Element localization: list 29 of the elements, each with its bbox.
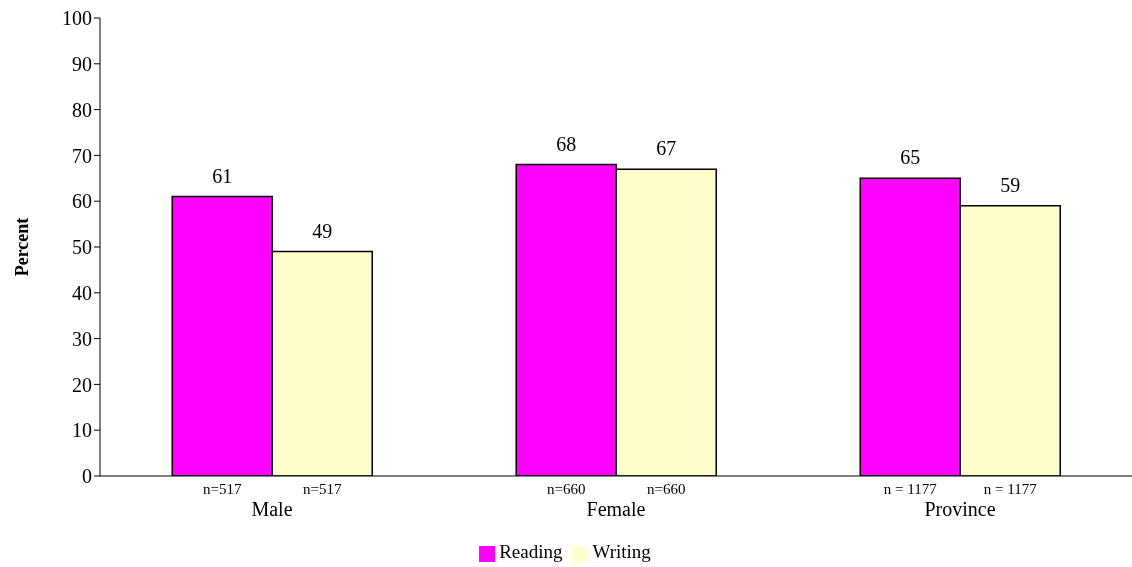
y-tick-label: 80 [72, 98, 92, 121]
y-tick-label: 0 [82, 465, 92, 488]
y-tick-label: 10 [72, 419, 92, 442]
y-tick-label: 60 [72, 190, 92, 213]
x-tick-label: Province [924, 498, 996, 520]
text: n=517 [303, 481, 342, 497]
data-label: 65 [900, 146, 921, 169]
y-tick-label: 50 [72, 236, 92, 259]
y-tick-label: 100 [62, 7, 92, 30]
data-label: 49 [312, 219, 333, 242]
data-label: 59 [1000, 173, 1021, 196]
y-axis-title: Percent [12, 217, 33, 277]
data-label: 67 [656, 137, 677, 160]
x-tick-label: Male [251, 498, 293, 520]
legend-label: Reading [499, 541, 563, 562]
text: n=517 [203, 481, 242, 497]
y-tick-label: 90 [72, 52, 92, 75]
y-tick-label: 30 [72, 327, 92, 350]
data-label: 68 [556, 132, 577, 155]
text: n=660 [547, 481, 586, 497]
y-tick-label: 70 [72, 144, 92, 167]
text: n = 1177 [883, 481, 938, 497]
legend-label: Writing [592, 541, 651, 562]
y-tick-label: 40 [72, 281, 92, 304]
text: n = 1177 [983, 481, 1038, 497]
data-label: 61 [212, 164, 233, 187]
x-tick-label: Female [586, 498, 646, 520]
y-tick-label: 20 [72, 373, 92, 396]
text: n=660 [647, 481, 686, 497]
